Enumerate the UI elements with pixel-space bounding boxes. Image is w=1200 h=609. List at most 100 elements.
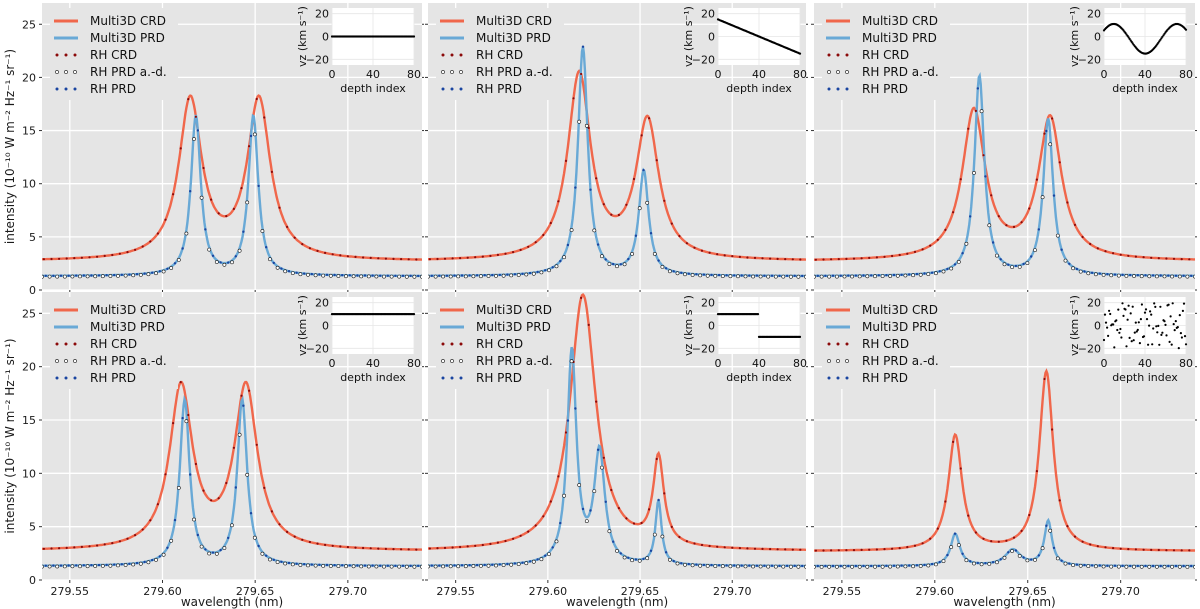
rh-crd-point <box>875 256 879 259</box>
inset-y-tick-label: −20 <box>1078 53 1101 66</box>
rh-prd-ad-point <box>420 564 422 569</box>
rh-prd-point <box>1106 564 1109 567</box>
inset-velocity-point <box>1167 303 1170 306</box>
rh-prd-ad-point <box>539 557 544 562</box>
inset-velocity-point <box>1119 327 1122 331</box>
rh-prd-ad-point <box>433 274 438 279</box>
rh-prd-point <box>1068 562 1071 565</box>
rh-prd-point <box>1075 267 1079 271</box>
rh-crd-point <box>625 203 628 206</box>
rh-prd-point <box>513 562 517 565</box>
rh-crd-point <box>716 253 719 256</box>
legend-label: Multi3D CRD <box>476 14 552 28</box>
rh-prd-point <box>566 243 570 247</box>
rh-prd-point <box>409 274 412 277</box>
rh-prd-point <box>303 272 306 275</box>
rh-prd-point <box>778 564 781 567</box>
rh-crd-point <box>929 537 932 540</box>
rh-prd-ad-point <box>1185 274 1190 279</box>
rh-prd-point <box>491 563 494 566</box>
inset-x-tick-label: 80 <box>793 357 807 370</box>
rh-prd-point <box>839 564 842 568</box>
rh-crd-point <box>1012 536 1016 539</box>
x-tick-label: 279.55 <box>823 585 862 598</box>
legend-dot-key <box>845 70 849 74</box>
rh-prd-ad-point <box>911 564 916 569</box>
rh-prd-ad-point <box>222 262 227 267</box>
rh-prd-ad-point <box>70 564 75 569</box>
legend-dot-key <box>441 53 445 57</box>
rh-prd-ad-point <box>1101 564 1106 569</box>
rh-crd-point <box>1119 253 1122 256</box>
legend-dot-key <box>459 70 463 74</box>
rh-prd-point <box>1098 272 1102 275</box>
rh-crd-point <box>860 257 863 260</box>
rh-prd-ad-point <box>1116 564 1121 569</box>
rh-crd-point <box>580 72 583 76</box>
rh-prd-ad-point <box>880 274 885 279</box>
rh-prd-point <box>976 87 979 90</box>
rh-crd-point <box>1150 256 1153 259</box>
rh-prd-point <box>854 564 858 568</box>
rh-prd-ad-point <box>1094 272 1098 277</box>
rh-prd-ad-point <box>539 270 544 275</box>
rh-prd-ad-point <box>154 271 158 276</box>
rh-prd-point <box>1144 564 1147 568</box>
rh-prd-ad-point <box>1193 565 1195 569</box>
rh-prd-ad-point <box>397 274 402 279</box>
rh-crd-point <box>149 519 152 522</box>
inset-y-tick-label: 0 <box>322 31 329 44</box>
rh-prd-ad-point <box>1063 561 1068 566</box>
rh-prd-ad-point <box>62 274 67 279</box>
rh-prd-ad-point <box>138 272 143 277</box>
legend-label: RH CRD <box>476 337 523 351</box>
rh-crd-point <box>952 440 955 443</box>
rh-prd-ad-point <box>1002 262 1007 267</box>
inset-velocity-point <box>1165 334 1168 337</box>
rh-crd-point <box>58 547 61 550</box>
inset-velocity-point <box>1168 340 1171 343</box>
rh-crd-point <box>716 545 719 548</box>
rh-crd-point <box>1112 252 1115 255</box>
rh-crd-point <box>1035 178 1038 181</box>
rh-prd-point <box>513 273 517 276</box>
plot-area <box>814 368 1195 569</box>
rh-prd-point <box>915 564 919 567</box>
rh-prd-point <box>1007 551 1010 554</box>
rh-prd-point <box>333 564 336 567</box>
rh-prd-ad-point <box>252 535 257 540</box>
rh-crd-point <box>293 535 296 538</box>
rh-prd-point <box>1121 273 1124 276</box>
rh-prd-point <box>1190 564 1193 568</box>
rh-prd-point <box>498 273 501 277</box>
rh-prd-point <box>272 261 275 265</box>
rh-crd-point <box>587 126 590 130</box>
rh-prd-point <box>1167 564 1170 568</box>
rh-prd-point <box>801 564 804 568</box>
rh-prd-ad-point <box>93 274 98 279</box>
inset-velocity-points <box>1102 302 1188 350</box>
rh-prd-ad-point <box>306 563 310 568</box>
legend-box <box>822 8 950 100</box>
rh-prd-point <box>1022 556 1025 559</box>
rh-prd-ad-point <box>328 273 333 278</box>
rh-prd-ad-point <box>1132 274 1136 278</box>
rh-crd-point <box>42 547 46 550</box>
rh-prd-ad-point <box>554 264 559 269</box>
rh-prd-point <box>44 564 47 567</box>
rh-prd-point <box>885 564 888 567</box>
legend-label: RH PRD <box>476 371 522 385</box>
rh-prd-point <box>801 274 804 278</box>
legend-dot-key <box>441 376 445 380</box>
legend-label: Multi3D PRD <box>90 31 165 45</box>
rh-prd-point <box>900 564 903 567</box>
rh-crd-point <box>1089 242 1092 246</box>
rh-prd-ad-point <box>562 255 567 260</box>
inset-x-tick-label: 80 <box>1179 68 1193 81</box>
rh-crd-point <box>1188 549 1191 552</box>
rh-prd-point <box>1060 559 1063 562</box>
rh-crd-point <box>134 534 137 537</box>
rh-prd-point <box>1045 129 1048 133</box>
rh-prd-ad-point <box>456 274 461 279</box>
rh-prd-point <box>915 272 919 276</box>
